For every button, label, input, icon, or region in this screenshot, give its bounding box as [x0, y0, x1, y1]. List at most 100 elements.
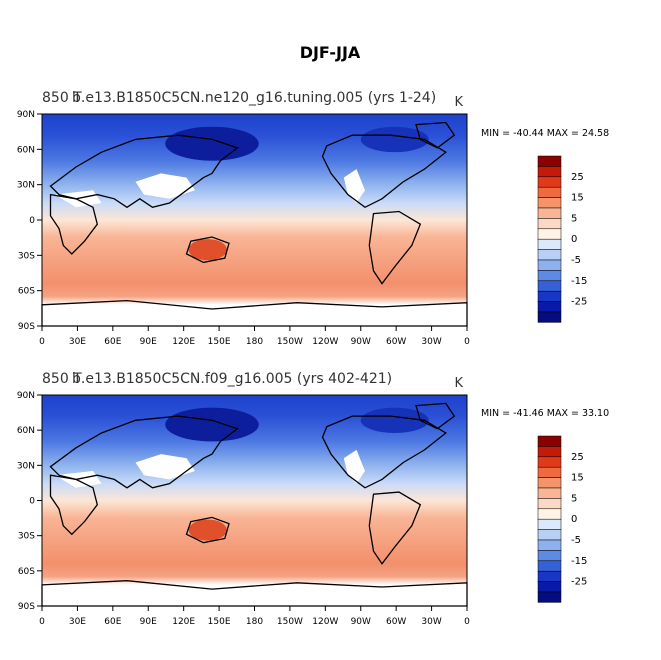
- lon-tick-label: 120W: [312, 617, 338, 627]
- legend-swatch: [537, 218, 562, 230]
- lat-tick-label: 30S: [18, 251, 35, 261]
- legend-label: -15: [571, 556, 587, 567]
- lon-tick-label: 0: [464, 337, 470, 347]
- lon-tick-label: 120E: [172, 337, 195, 347]
- legend-label: -5: [571, 535, 581, 546]
- legend-label: 5: [571, 213, 577, 224]
- lat-tick-label: 30S: [18, 532, 35, 542]
- panel-case-title: b.e13.B1850C5CN.f09_g16.005 (yrs 402-421…: [72, 371, 392, 387]
- lon-tick-label: 60W: [386, 337, 406, 347]
- coastline-greenland: [415, 402, 456, 430]
- lon-tick-label: 60E: [104, 337, 121, 347]
- legend-swatch: [537, 477, 562, 489]
- lon-tick-label: 90E: [140, 337, 157, 347]
- lat-tick-label: 30N: [17, 181, 35, 191]
- legend-swatch: [537, 290, 562, 302]
- lon-tick-label: 60E: [104, 617, 121, 627]
- lon-tick-label: 180: [246, 617, 263, 627]
- legend-swatch: [537, 166, 562, 178]
- legend-swatch: [537, 238, 562, 250]
- lon-tick-label: 150E: [208, 617, 231, 627]
- lon-tick-label: 30W: [421, 337, 441, 347]
- panel-case-title: b.e13.B1850C5CN.ne120_g16.tuning.005 (yr…: [72, 90, 436, 106]
- coastline-eurasia: [49, 134, 239, 209]
- legend-swatch: [537, 186, 562, 198]
- legend-label: -25: [571, 577, 587, 588]
- coastline-namerica: [321, 134, 447, 209]
- lon-tick-label: 0: [39, 617, 45, 627]
- figure-title: DJF-JJA: [300, 43, 361, 62]
- color-legend: 25 15 5 0 -5 -15 -25: [537, 435, 587, 603]
- lon-tick-label: 90W: [351, 617, 371, 627]
- map-panel-bottom: 850 Tb.e13.B1850C5CN.f09_g16.005 (yrs 40…: [17, 371, 609, 627]
- australia-warm-anomaly: [188, 519, 227, 541]
- arctic-canada-cold-anomaly: [360, 407, 429, 433]
- siberia-cold-anomaly: [165, 126, 259, 161]
- panel-unit-label: K: [454, 376, 463, 391]
- lon-tick-label: 120W: [312, 337, 338, 347]
- coastline-africa: [49, 193, 99, 255]
- legend-swatch: [537, 228, 562, 240]
- coastline-africa: [49, 474, 99, 536]
- lat-tick-label: 90N: [17, 391, 35, 401]
- legend-swatch: [537, 487, 562, 499]
- legend-swatch: [537, 155, 562, 167]
- siberia-cold-anomaly: [165, 407, 259, 442]
- legend-label: 15: [571, 473, 584, 484]
- lat-tick-label: 90S: [18, 602, 35, 612]
- lon-tick-label: 150E: [208, 337, 231, 347]
- lat-tick-label: 60S: [18, 567, 35, 577]
- lon-tick-label: 30W: [421, 617, 441, 627]
- missing-data-tibet: [135, 454, 195, 480]
- panel-unit-label: K: [454, 95, 463, 110]
- legend-label: 0: [571, 234, 577, 245]
- legend-swatch: [537, 270, 562, 282]
- coastline-samerica: [368, 210, 422, 285]
- lat-tick-label: 60S: [18, 287, 35, 297]
- coastline-eurasia: [49, 415, 239, 489]
- color-legend: 25 15 5 0 -5 -15 -25: [537, 155, 587, 323]
- legend-label: 25: [571, 452, 584, 463]
- lon-tick-label: 120E: [172, 617, 195, 627]
- legend-swatch: [537, 259, 562, 271]
- lat-tick-label: 90N: [17, 110, 35, 120]
- legend-label: -25: [571, 297, 587, 308]
- panel-min-max-stats: MIN = -40.44 MAX = 24.58: [481, 128, 609, 139]
- legend-swatch: [537, 207, 562, 219]
- legend-label: 15: [571, 193, 584, 204]
- australia-warm-anomaly: [188, 239, 227, 261]
- lat-tick-label: 0: [29, 216, 35, 226]
- lon-tick-label: 0: [39, 337, 45, 347]
- legend-swatch: [537, 529, 562, 541]
- legend-label: -5: [571, 255, 581, 266]
- lon-tick-label: 0: [464, 617, 470, 627]
- lat-tick-label: 30N: [17, 461, 35, 471]
- coastline-greenland: [415, 121, 456, 149]
- legend-swatch: [537, 570, 562, 582]
- legend-swatch: [537, 280, 562, 292]
- lat-tick-label: 60N: [17, 426, 35, 436]
- legend-swatch: [537, 539, 562, 551]
- missing-data-rockies: [343, 169, 365, 203]
- legend-label: 0: [571, 514, 577, 525]
- legend-swatch: [537, 435, 562, 447]
- lon-tick-label: 90W: [351, 337, 371, 347]
- legend-swatch: [537, 518, 562, 530]
- panel-min-max-stats: MIN = -41.46 MAX = 33.10: [481, 408, 609, 419]
- lat-tick-label: 60N: [17, 145, 35, 155]
- coastline-samerica: [368, 491, 422, 565]
- arctic-canada-cold-anomaly: [360, 126, 429, 153]
- legend-swatch: [537, 197, 562, 209]
- lat-tick-label: 90S: [18, 322, 35, 332]
- legend-label: -15: [571, 276, 587, 287]
- lat-tick-label: 0: [29, 497, 35, 507]
- legend-swatch: [537, 249, 562, 261]
- legend-swatch: [537, 176, 562, 188]
- legend-swatch: [537, 498, 562, 510]
- legend-swatch: [537, 466, 562, 478]
- missing-data-rockies: [343, 449, 365, 484]
- panel-variable-title: 850 T: [42, 90, 82, 106]
- legend-swatch: [537, 560, 562, 572]
- map-panel-top: 850 Tb.e13.B1850C5CN.ne120_g16.tuning.00…: [17, 90, 609, 347]
